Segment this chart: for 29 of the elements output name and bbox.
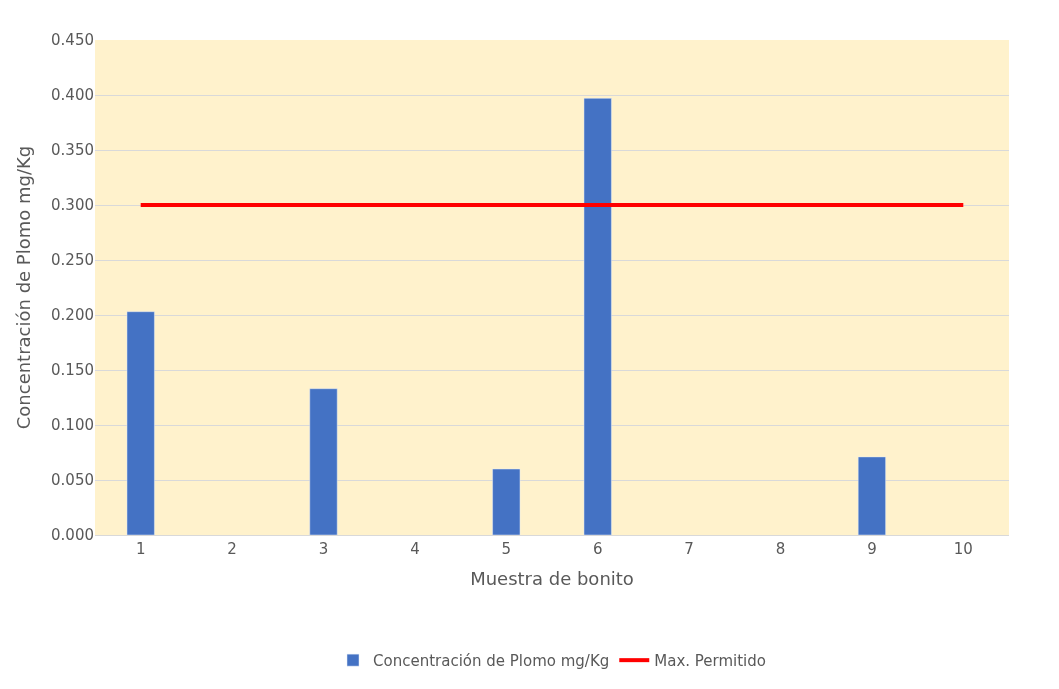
bar	[492, 468, 521, 535]
x-tick-label: 9	[867, 540, 877, 558]
x-tick-label: 4	[410, 540, 420, 558]
x-tick-label: 3	[318, 540, 329, 558]
x-tick-label: 5	[501, 540, 512, 558]
y-tick-label: 0.250	[51, 251, 94, 270]
x-axis-title: Muestra de bonito	[470, 568, 634, 590]
legend-label: Concentración de Plomo mg/Kg	[373, 652, 610, 670]
y-tick-label: 0.200	[51, 306, 94, 325]
y-tick-label: 0.450	[51, 31, 94, 50]
y-axis-title: Concentración de Plomo mg/Kg	[13, 145, 35, 430]
y-tick-label: 0.150	[51, 361, 94, 380]
y-tick-label: 0.000	[51, 526, 94, 545]
x-tick-label: 6	[592, 540, 603, 558]
y-tick-label: 0.100	[51, 416, 94, 435]
x-tick-label: 2	[227, 540, 237, 558]
x-tick-label: 8	[775, 540, 786, 558]
x-tick-label: 1	[135, 540, 146, 558]
x-tick-label: 10	[953, 540, 973, 558]
x-tick-label: 7	[684, 540, 694, 558]
y-tick-label: 0.400	[51, 86, 94, 105]
bar	[126, 311, 155, 535]
y-tick-label: 0.300	[51, 196, 94, 215]
y-tick-label: 0.350	[51, 141, 94, 160]
bar	[583, 98, 612, 535]
bar	[309, 388, 338, 535]
bar	[857, 456, 886, 535]
legend-label: Max. Permitido	[654, 652, 766, 670]
y-tick-label: 0.050	[51, 471, 94, 490]
